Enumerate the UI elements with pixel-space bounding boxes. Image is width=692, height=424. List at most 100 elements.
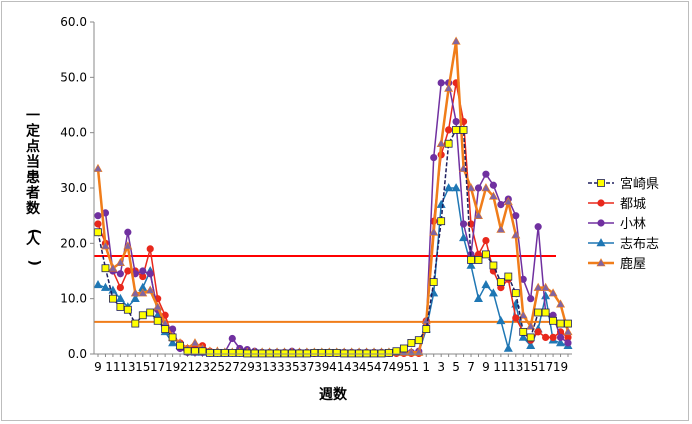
x-tick-label: 15 <box>523 360 538 374</box>
legend-label: 都城 <box>620 197 646 212</box>
data-point <box>496 224 506 233</box>
data-point <box>265 349 274 358</box>
y-axis-title-char: ) <box>26 260 42 266</box>
data-point <box>429 227 439 236</box>
data-point <box>317 348 326 357</box>
x-tick-label: 17 <box>538 360 553 374</box>
x-tick-label: 27 <box>225 360 240 374</box>
y-tick-label: 40.0 <box>60 126 87 140</box>
data-point <box>466 260 476 269</box>
data-point <box>556 319 565 328</box>
y-tick-label: 30.0 <box>60 181 87 195</box>
data-point <box>511 289 520 298</box>
data-point <box>452 118 460 126</box>
data-point <box>437 217 446 226</box>
data-point <box>243 349 252 358</box>
x-axis-ticks: 9 11 13 15 17 19 21 23 25 27 29 31 33 35 37 39 41 43 45 47 4… <box>94 354 569 374</box>
data-point <box>183 347 192 356</box>
data-point <box>436 138 446 148</box>
data-point <box>295 349 304 358</box>
x-tick-label: 51 <box>404 360 419 374</box>
data-point <box>168 333 177 342</box>
data-point <box>108 263 118 272</box>
data-point <box>496 315 506 325</box>
data-point <box>451 36 461 45</box>
legend-item-3: 小林 <box>588 217 646 232</box>
data-point <box>504 272 513 281</box>
y-axis-title-char: 当 <box>26 154 40 171</box>
data-point <box>497 201 505 209</box>
data-point <box>481 280 491 289</box>
data-point <box>597 179 605 187</box>
data-point <box>534 223 542 231</box>
legend-label: 鹿屋 <box>620 256 646 272</box>
data-point <box>489 181 497 189</box>
data-point <box>512 314 520 322</box>
data-point <box>556 299 566 308</box>
data-point <box>444 83 454 92</box>
y-tick-label: 60.0 <box>60 15 87 29</box>
data-point <box>123 241 133 250</box>
x-tick-label: 35 <box>284 360 299 374</box>
data-point <box>430 153 438 162</box>
data-point <box>115 293 125 302</box>
x-tick-label: 19 <box>553 360 568 374</box>
data-point <box>310 348 319 357</box>
y-tick-label: 0.0 <box>68 347 87 361</box>
x-tick-label: 49 <box>389 360 404 374</box>
x-tick-label: 13 <box>508 360 523 374</box>
data-point <box>534 308 543 317</box>
data-point <box>496 278 505 286</box>
data-point <box>370 349 378 358</box>
data-point <box>101 264 110 273</box>
x-tick-label: 11 <box>493 360 508 374</box>
data-point <box>466 183 476 192</box>
data-point <box>414 336 423 345</box>
data-point <box>452 126 460 134</box>
x-tick-label: 33 <box>269 360 284 374</box>
data-point <box>93 280 103 289</box>
data-point <box>451 183 461 192</box>
data-point <box>444 183 454 192</box>
x-tick-label: 43 <box>344 360 359 374</box>
data-point <box>131 319 140 328</box>
data-point <box>556 333 565 341</box>
y-axis-ticks: 0.0 10.0 20.0 30.0 40.0 50.0 60.0 <box>60 15 94 361</box>
data-point <box>422 325 431 334</box>
data-point <box>116 283 124 292</box>
legend-label: 小林 <box>620 217 646 232</box>
data-point <box>130 293 140 302</box>
data-point <box>489 261 498 270</box>
legend-item-4: 志布志 <box>588 237 659 252</box>
data-point <box>503 197 513 206</box>
x-tick-label: 7 <box>467 360 475 374</box>
series-1 <box>94 126 572 358</box>
data-point <box>519 327 528 336</box>
x-axis-title: 週数 <box>319 386 348 403</box>
data-point <box>190 338 200 347</box>
data-point <box>355 349 364 358</box>
data-point <box>228 334 236 343</box>
data-point <box>556 338 566 347</box>
data-point <box>596 258 606 267</box>
data-point <box>549 316 557 325</box>
data-point <box>564 339 572 347</box>
x-tick-label: 37 <box>299 360 314 374</box>
data-point <box>153 316 162 325</box>
data-point <box>153 302 163 311</box>
data-point <box>459 126 468 134</box>
y-axis-title-char: 定 <box>26 123 40 140</box>
data-point <box>100 241 110 250</box>
data-point <box>347 349 356 358</box>
data-point <box>429 278 438 286</box>
series-line <box>97 129 568 355</box>
data-point <box>288 349 296 358</box>
data-point <box>488 288 498 297</box>
data-point <box>362 349 371 358</box>
series-5 <box>93 36 573 356</box>
data-point <box>138 311 147 320</box>
data-point <box>445 126 453 134</box>
y-tick-label: 10.0 <box>60 292 87 306</box>
x-tick-label: 31 <box>254 360 269 374</box>
